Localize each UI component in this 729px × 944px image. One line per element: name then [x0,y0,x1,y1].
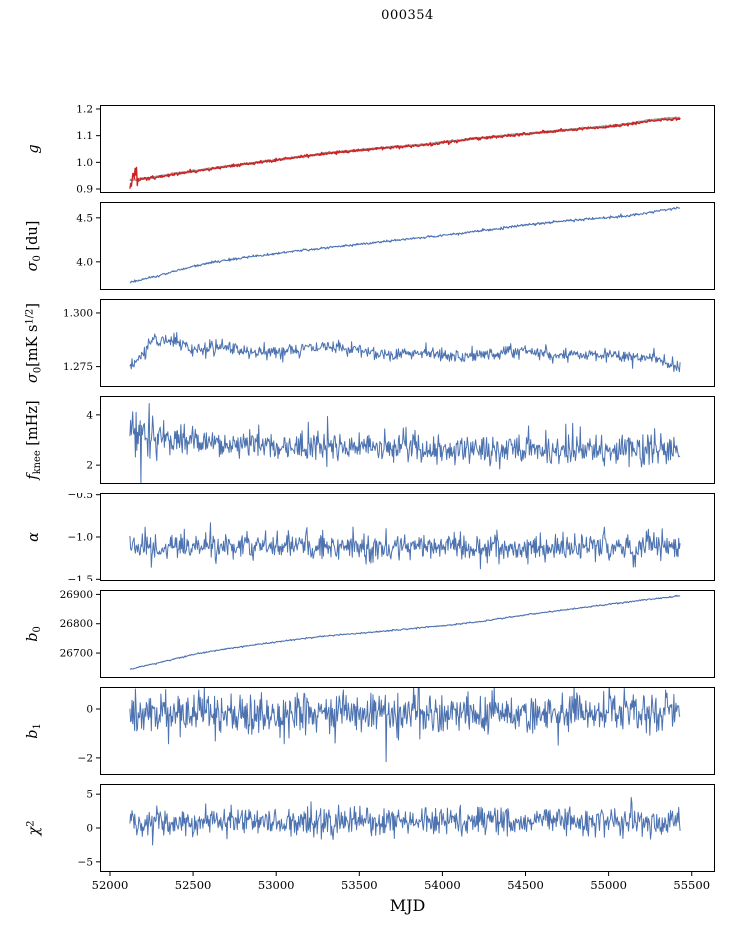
plot-canvas-fknee: 24 [86,396,715,484]
svg-text:0.9: 0.9 [76,184,93,194]
svg-text:26900: 26900 [60,590,93,601]
svg-text:53500: 53500 [341,878,378,892]
svg-text:52500: 52500 [175,878,212,892]
svg-text:1.0: 1.0 [76,157,93,169]
svg-text:26800: 26800 [60,618,93,630]
panel-b0: b0 26700 26800 26900 [0,590,729,678]
svg-text:26700: 26700 [60,648,93,660]
svg-text:1.2: 1.2 [76,105,93,116]
svg-text:55500: 55500 [673,878,710,892]
svg-text:4: 4 [86,409,93,421]
plot-canvas-b0: 26700 26800 26900 [60,590,715,678]
plot-canvas-alpha: −1.5 −1.0 −0.5 [68,493,715,581]
plot-canvas-chi2: −5 0 5 52000 52500 53000 53500 54000 54500 55000 5… [78,784,715,892]
plot-canvas-b1: −2 0 [78,687,715,775]
svg-text:0: 0 [86,704,93,716]
panel-alpha: α −1.5 −1.0 −0.5 [0,493,729,581]
svg-text:52000: 52000 [92,878,129,892]
svg-text:−2: −2 [78,752,93,764]
svg-text:5: 5 [86,789,93,801]
svg-text:−0.5: −0.5 [68,493,94,501]
svg-text:54000: 54000 [424,878,461,892]
svg-text:−1.0: −1.0 [68,532,94,544]
svg-text:55000: 55000 [590,878,627,892]
svg-text:−5: −5 [78,856,93,868]
plot-canvas-sigma0-du: 4.0 4.5 [76,202,715,290]
svg-text:4.0: 4.0 [76,256,93,268]
svg-text:−1.5: −1.5 [68,574,94,581]
figure-title: 000354 [381,8,434,23]
svg-text:53000: 53000 [258,878,295,892]
panel-b1: b1 −2 0 [0,687,729,775]
svg-text:1.275: 1.275 [63,361,93,373]
panel-chi2: χ2 −5 0 5 52000 52500 53000 53500 54000 54500 550… [0,784,729,892]
svg-text:4.5: 4.5 [76,212,93,224]
panel-sigma0-du: σ0 [du] 4.0 4.5 [0,202,729,290]
svg-text:2: 2 [86,460,93,472]
panels-container: g 0.9 1.0 1.1 1.2 σ0 [du] 4.0 4.5 σ0[mK s1/2… [0,105,729,892]
svg-text:54500: 54500 [507,878,544,892]
plot-canvas-sigma0-mks: 1.275 1.300 [63,299,715,387]
panel-sigma0-mks: σ0[mK s1/2] 1.275 1.300 [0,299,729,387]
svg-text:1.300: 1.300 [63,307,93,319]
svg-text:0: 0 [86,823,93,835]
svg-text:1.1: 1.1 [76,130,93,142]
plot-canvas-g: 0.9 1.0 1.1 1.2 [76,105,715,194]
x-axis-label: MJD [389,896,426,915]
panel-g: g 0.9 1.0 1.1 1.2 [0,105,729,193]
